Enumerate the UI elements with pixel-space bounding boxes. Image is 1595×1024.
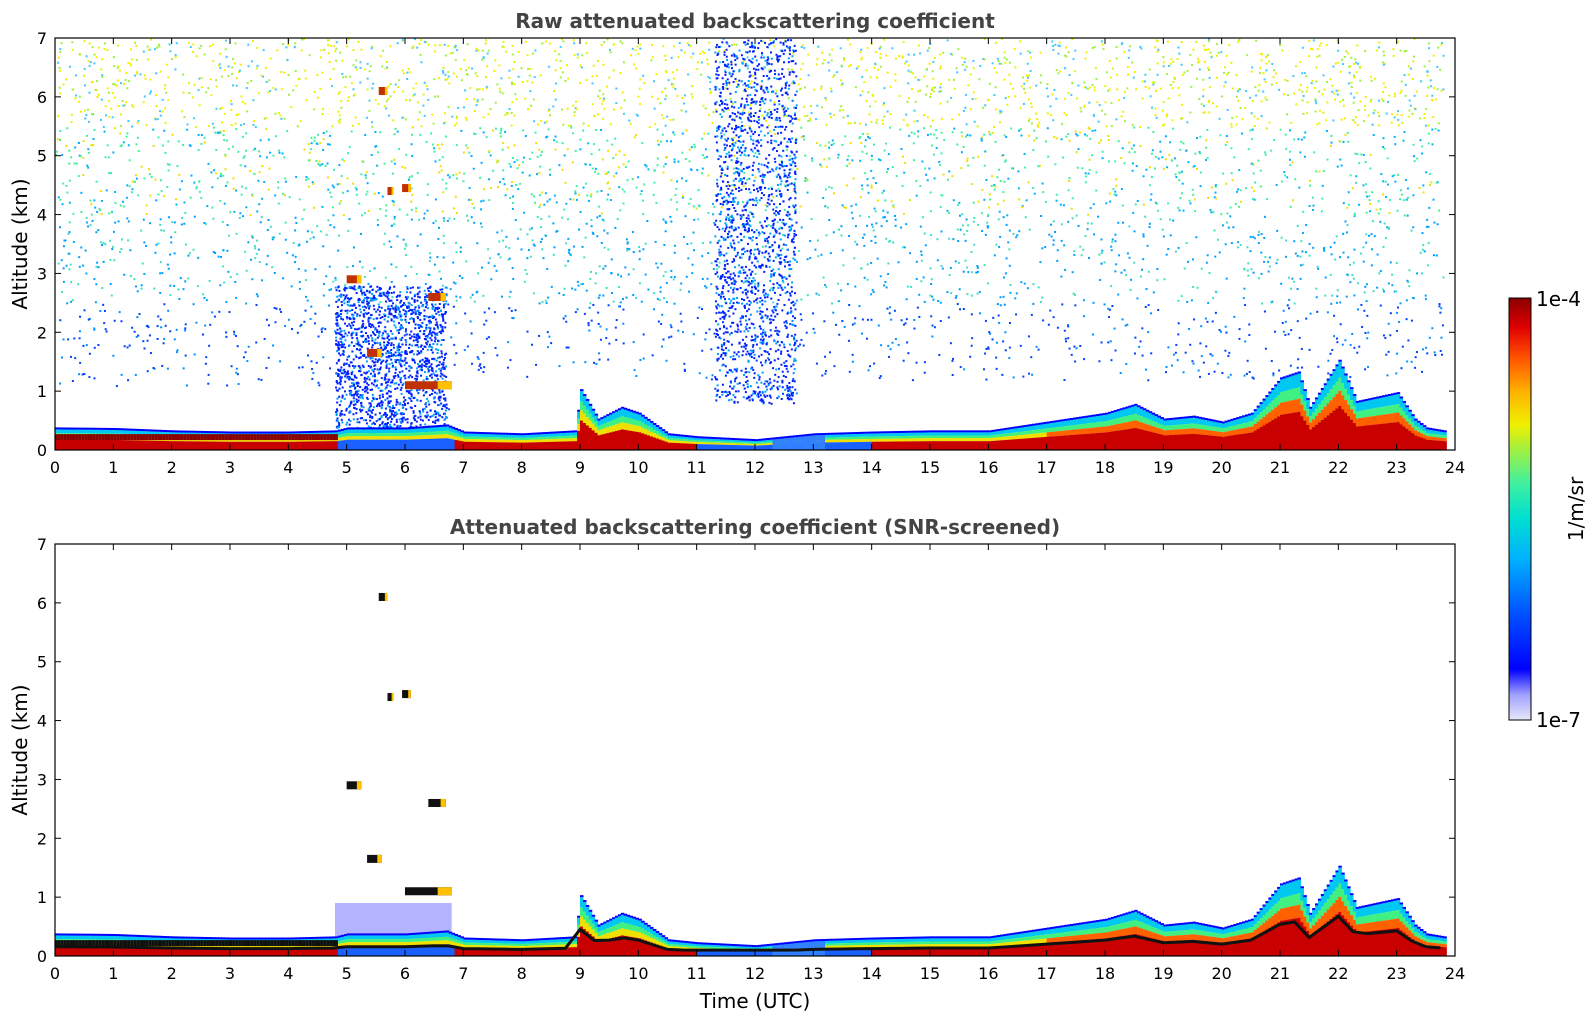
x-tick-label: 7 <box>458 458 468 477</box>
cloud-layer-edge <box>438 887 452 895</box>
cloud-layer-edge <box>357 781 361 789</box>
x-tick-label: 17 <box>1036 964 1056 983</box>
y-tick-label: 0 <box>37 947 47 966</box>
x-tick-label: 0 <box>50 964 60 983</box>
x-tick-label: 19 <box>1153 964 1173 983</box>
x-tick-label: 13 <box>803 458 823 477</box>
x-tick-label: 20 <box>1211 458 1231 477</box>
cloud-layer-edge <box>377 349 381 357</box>
y-tick-label: 6 <box>37 88 47 107</box>
x-tick-label: 19 <box>1153 458 1173 477</box>
colorbar-unit-label: 1/m/sr <box>1564 476 1588 541</box>
x-tick-label: 15 <box>920 458 940 477</box>
x-tick-label: 14 <box>861 458 881 477</box>
bottom-plot-frame <box>55 544 1455 956</box>
y-tick-label: 1 <box>37 382 47 401</box>
x-tick-label: 1 <box>108 964 118 983</box>
x-tick-label: 21 <box>1270 964 1290 983</box>
bottom-chart-title: Attenuated backscattering coefficient (S… <box>450 515 1060 539</box>
top-y-axis-label: Altitude (km) <box>8 178 32 309</box>
x-tick-label: 18 <box>1095 458 1115 477</box>
x-tick-label: 16 <box>978 458 998 477</box>
x-tick-label: 12 <box>745 964 765 983</box>
x-tick-label: 12 <box>745 458 765 477</box>
x-tick-label: 23 <box>1386 458 1406 477</box>
x-axis-label: Time (UTC) <box>699 989 811 1013</box>
y-tick-label: 5 <box>37 147 47 166</box>
y-tick-label: 7 <box>37 29 47 48</box>
x-tick-label: 14 <box>861 964 881 983</box>
x-tick-label: 6 <box>400 964 410 983</box>
x-tick-label: 4 <box>283 964 293 983</box>
x-tick-label: 7 <box>458 964 468 983</box>
y-tick-label: 6 <box>37 594 47 613</box>
x-tick-label: 2 <box>167 964 177 983</box>
bottom-heatmap <box>55 593 1447 956</box>
y-tick-label: 2 <box>37 323 47 342</box>
x-tick-label: 20 <box>1211 964 1231 983</box>
x-tick-label: 9 <box>575 458 585 477</box>
y-tick-label: 2 <box>37 829 47 848</box>
x-tick-label: 8 <box>517 458 527 477</box>
colorbar-max-label: 1e-4 <box>1536 287 1581 311</box>
top-heatmap <box>55 38 1447 450</box>
x-tick-label: 9 <box>575 964 585 983</box>
cloud-layer-edge <box>438 381 452 389</box>
x-tick-label: 22 <box>1328 964 1348 983</box>
x-tick-label: 15 <box>920 964 940 983</box>
cloud-layer-edge <box>385 87 388 95</box>
cloud-layer-edge <box>357 275 361 283</box>
top-plot-frame <box>55 38 1455 450</box>
x-tick-label: 18 <box>1095 964 1115 983</box>
y-tick-label: 7 <box>37 535 47 554</box>
cloud-layer-edge <box>377 855 381 863</box>
cloud-layer-edge <box>385 593 388 601</box>
x-tick-label: 3 <box>225 458 235 477</box>
cloud-layer-edge <box>441 799 446 807</box>
x-tick-label: 4 <box>283 458 293 477</box>
cloud-layer-edge <box>408 184 411 192</box>
x-tick-label: 8 <box>517 964 527 983</box>
y-tick-label: 4 <box>37 206 47 225</box>
x-tick-label: 2 <box>167 458 177 477</box>
y-tick-label: 1 <box>37 888 47 907</box>
x-tick-label: 5 <box>342 458 352 477</box>
cloud-layer-edge <box>392 187 394 195</box>
x-tick-label: 11 <box>686 964 706 983</box>
x-tick-label: 24 <box>1445 964 1465 983</box>
y-tick-label: 3 <box>37 264 47 283</box>
cloud-layer-edge <box>392 693 394 701</box>
colorbar: 1e-4 1e-7 1/m/sr <box>1509 287 1588 732</box>
x-tick-label: 3 <box>225 964 235 983</box>
x-tick-label: 5 <box>342 964 352 983</box>
top-chart-title: Raw attenuated backscattering coefficien… <box>515 9 995 33</box>
x-tick-label: 22 <box>1328 458 1348 477</box>
cloud-layer-edge <box>408 690 411 698</box>
x-tick-label: 1 <box>108 458 118 477</box>
y-tick-label: 5 <box>37 653 47 672</box>
x-tick-label: 16 <box>978 964 998 983</box>
x-tick-label: 6 <box>400 458 410 477</box>
y-tick-label: 4 <box>37 712 47 731</box>
x-tick-label: 10 <box>628 964 648 983</box>
colorbar-min-label: 1e-7 <box>1536 708 1581 732</box>
x-tick-label: 23 <box>1386 964 1406 983</box>
x-tick-label: 13 <box>803 964 823 983</box>
x-tick-label: 0 <box>50 458 60 477</box>
colorbar-gradient <box>1509 298 1531 720</box>
x-tick-label: 21 <box>1270 458 1290 477</box>
x-tick-label: 10 <box>628 458 648 477</box>
cloud-layer-edge <box>441 293 446 301</box>
y-tick-label: 0 <box>37 441 47 460</box>
x-tick-label: 11 <box>686 458 706 477</box>
y-tick-label: 3 <box>37 770 47 789</box>
x-tick-label: 24 <box>1445 458 1465 477</box>
x-tick-label: 17 <box>1036 458 1056 477</box>
bottom-y-axis-label: Altitude (km) <box>8 684 32 815</box>
